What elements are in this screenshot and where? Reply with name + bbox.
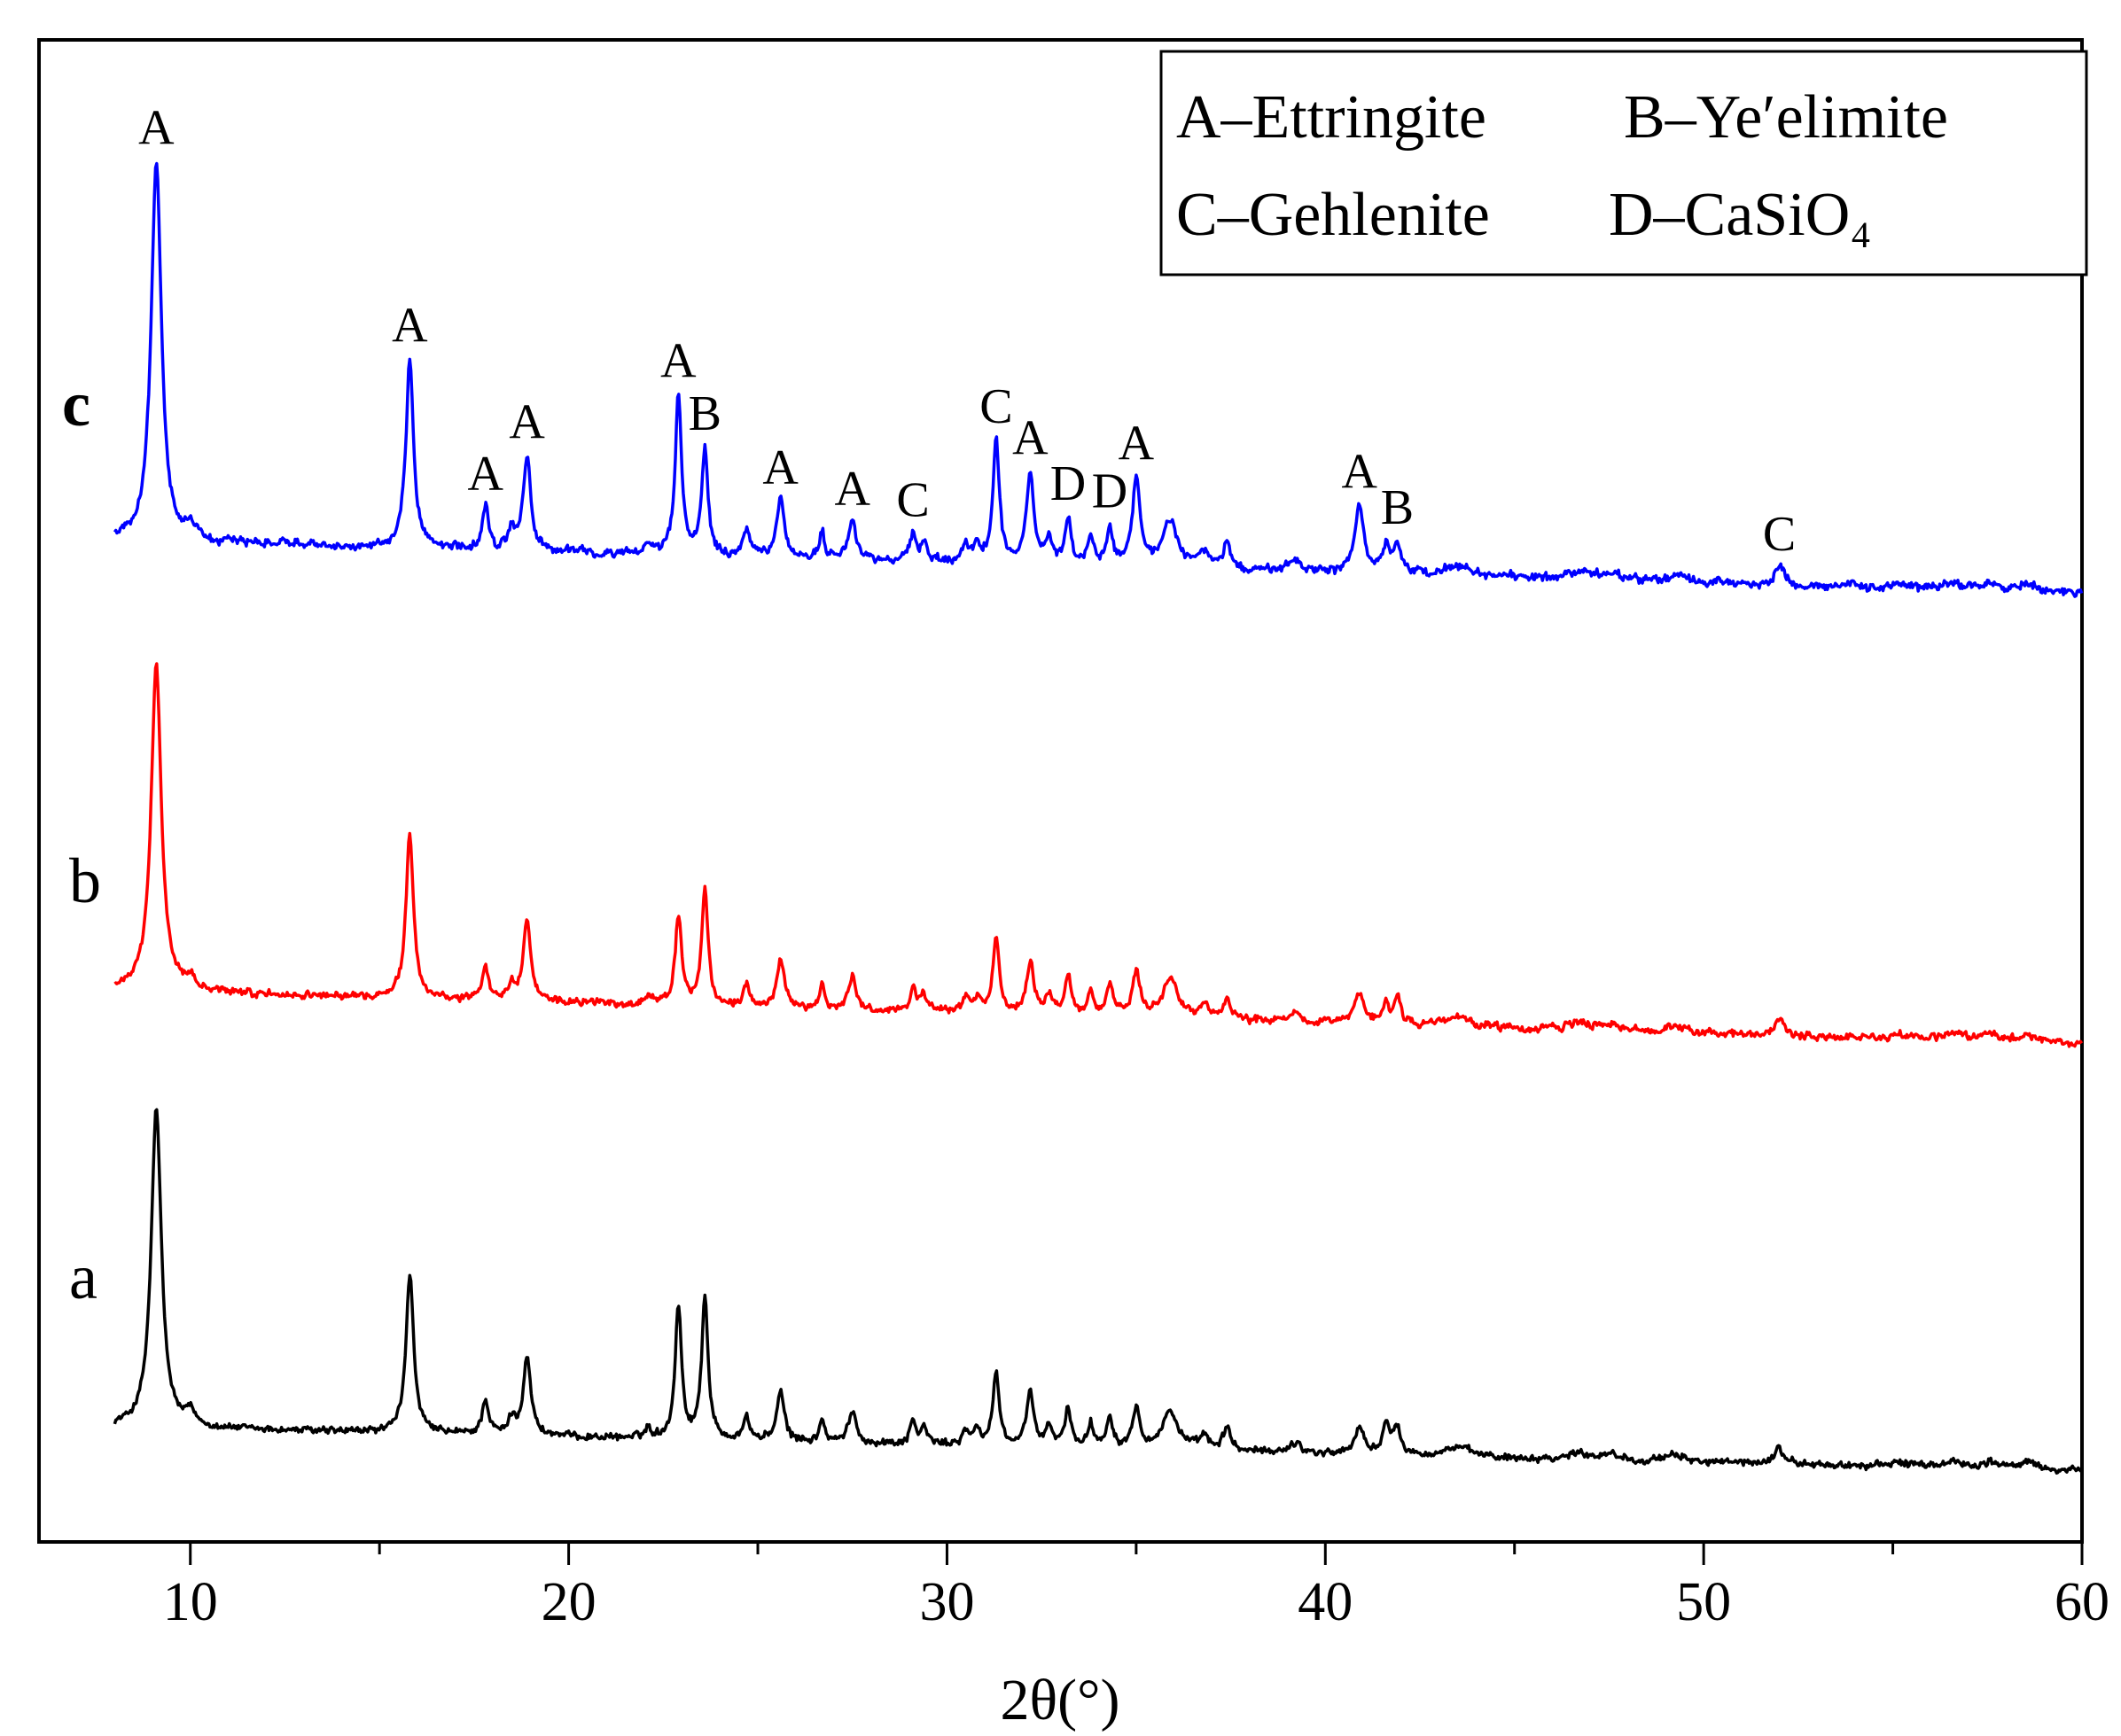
series-group: a b c xyxy=(62,161,2084,1475)
peak-label: A xyxy=(509,395,545,450)
x-tick-label: 10 xyxy=(163,1572,218,1632)
x-axis-ticks xyxy=(189,1542,2084,1565)
legend: A–Ettringite B–Ye′elimite C–Gehlenite D–… xyxy=(1159,50,2088,276)
peak-label: A xyxy=(762,440,799,495)
x-tick-label: 50 xyxy=(1676,1572,1731,1632)
peak-label: A xyxy=(1012,410,1049,465)
plot-frame xyxy=(37,38,2084,1544)
peak-label: A xyxy=(138,101,175,156)
peak-label: B xyxy=(1381,480,1414,535)
x-tick-label: 40 xyxy=(1298,1572,1353,1632)
legend-entry: B–Ye′elimite xyxy=(1624,83,1948,152)
x-tick-label: 30 xyxy=(919,1572,974,1632)
x-axis-tick-labels: 10 20 30 40 50 60 xyxy=(163,1572,2109,1632)
series-label-c: c xyxy=(62,369,90,440)
peak-label: A xyxy=(1341,445,1377,500)
legend-box xyxy=(1159,50,2088,276)
peak-label: C xyxy=(1763,507,1796,562)
x-tick-label: 20 xyxy=(542,1572,597,1632)
x-axis-title: 2θ(°) xyxy=(1001,1668,1120,1732)
x-tick-label: 60 xyxy=(2055,1572,2109,1632)
legend-entry: C–Gehlenite xyxy=(1176,181,1490,249)
peak-label: A xyxy=(467,447,503,502)
peak-label: C xyxy=(979,379,1012,434)
legend-entry: A–Ettringite xyxy=(1176,83,1486,152)
peak-label: B xyxy=(689,386,721,441)
legend-entry: D–CaSiO₄ xyxy=(1609,181,1872,249)
series-line-a xyxy=(113,1108,2083,1475)
series-label-b: b xyxy=(69,845,101,916)
peak-label: A xyxy=(392,298,428,353)
peak-label: D xyxy=(1092,464,1127,519)
peak-label: A xyxy=(835,462,871,517)
series-line-b xyxy=(113,662,2084,1048)
series-line-c xyxy=(113,161,2084,598)
series-label-a: a xyxy=(69,1242,97,1312)
peak-label: A xyxy=(1119,416,1155,471)
peak-label: D xyxy=(1050,456,1086,511)
peak-label: C xyxy=(896,473,929,528)
peak-label: A xyxy=(660,333,697,388)
